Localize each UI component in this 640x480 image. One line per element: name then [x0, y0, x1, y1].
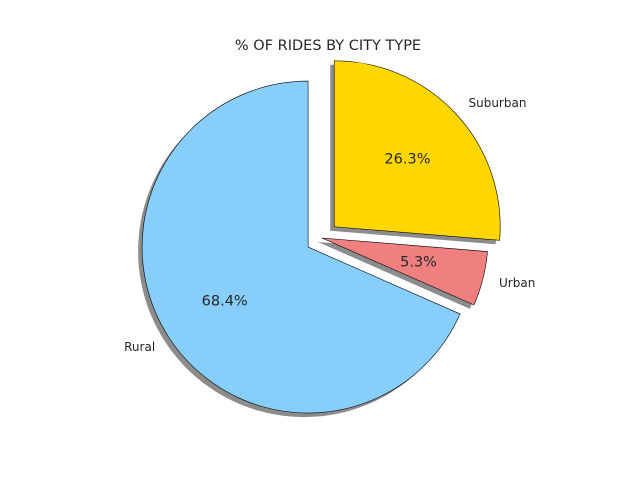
percent-label-urban: 5.3%: [400, 254, 437, 270]
percent-label-rural: 68.4%: [202, 293, 248, 309]
pie-label-layer: Rural 68.4% Urban 5.3% Suburban 26.3%: [124, 96, 535, 354]
slice-label-suburban: Suburban: [468, 96, 526, 110]
slice-label-urban: Urban: [499, 276, 535, 290]
chart-title: % OF RIDES BY CITY TYPE: [235, 38, 421, 54]
pie-slice-layer: [141, 60, 501, 414]
pie-slice-suburban: [333, 60, 501, 241]
pie-slice-rural: [141, 80, 461, 414]
percent-label-suburban: 26.3%: [384, 151, 430, 167]
slice-label-rural: Rural: [124, 340, 155, 354]
pie-slice-urban: [321, 237, 488, 306]
